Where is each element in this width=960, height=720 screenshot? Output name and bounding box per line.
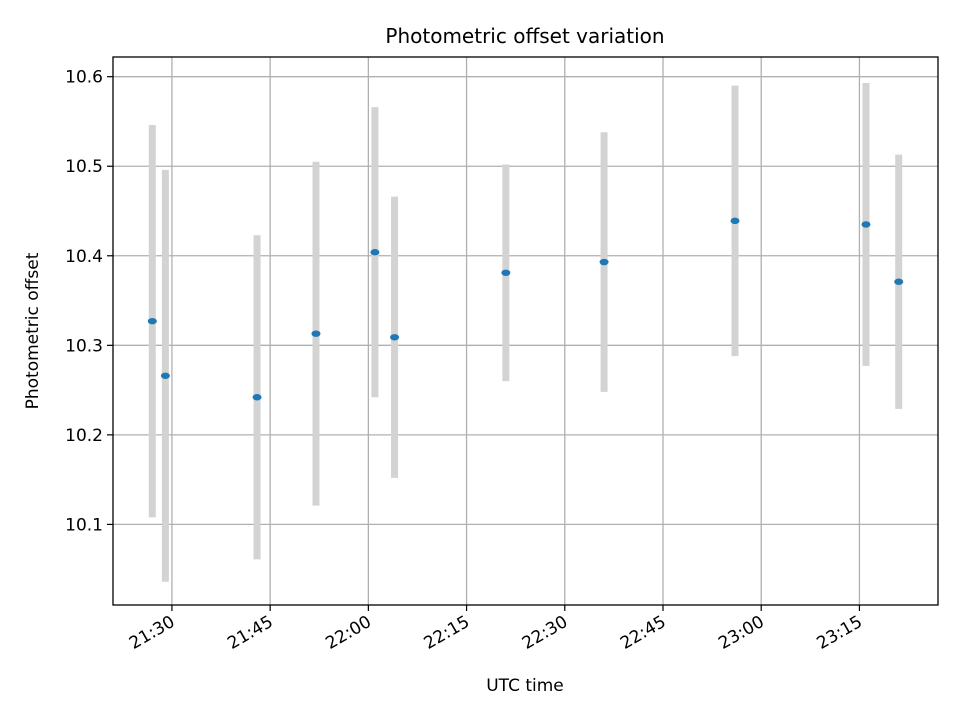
y-axis-label: Photometric offset <box>23 252 43 409</box>
data-point <box>599 258 609 266</box>
chart-title: Photometric offset variation <box>385 24 664 48</box>
data-point <box>147 317 157 325</box>
y-tick-label: 10.1 <box>65 515 103 535</box>
data-point <box>390 334 400 341</box>
x-tick-label: 21:30 <box>126 612 178 654</box>
x-tick-label: 22:15 <box>421 612 473 654</box>
data-points <box>147 217 904 401</box>
data-point <box>370 249 380 256</box>
y-tick-label: 10.6 <box>65 68 103 88</box>
y-tick-label: 10.5 <box>65 157 103 177</box>
x-axis-label: UTC time <box>486 676 564 696</box>
data-point <box>501 269 511 276</box>
data-point <box>861 221 871 228</box>
data-point <box>252 394 262 401</box>
error-bars <box>148 82 903 582</box>
y-tick-label: 10.4 <box>65 247 103 267</box>
x-tick-label: 23:00 <box>715 612 767 654</box>
ticks: 21:30 21:45 22:00 22:15 22:30 22:45 23:00 23:15… <box>65 68 866 654</box>
grid-lines <box>113 57 938 605</box>
data-point <box>730 217 740 225</box>
x-tick-label: 23:15 <box>813 612 865 654</box>
x-tick-label: 22:00 <box>322 612 374 654</box>
x-tick-label: 21:45 <box>224 612 276 654</box>
x-tick-label: 22:45 <box>617 612 669 654</box>
data-point <box>311 330 321 337</box>
plot-frame <box>112 56 939 606</box>
y-tick-label: 10.3 <box>65 336 103 356</box>
y-tick-label: 10.2 <box>65 426 103 446</box>
data-point <box>894 278 904 285</box>
data-point <box>160 372 170 379</box>
x-tick-label: 22:30 <box>519 612 571 654</box>
